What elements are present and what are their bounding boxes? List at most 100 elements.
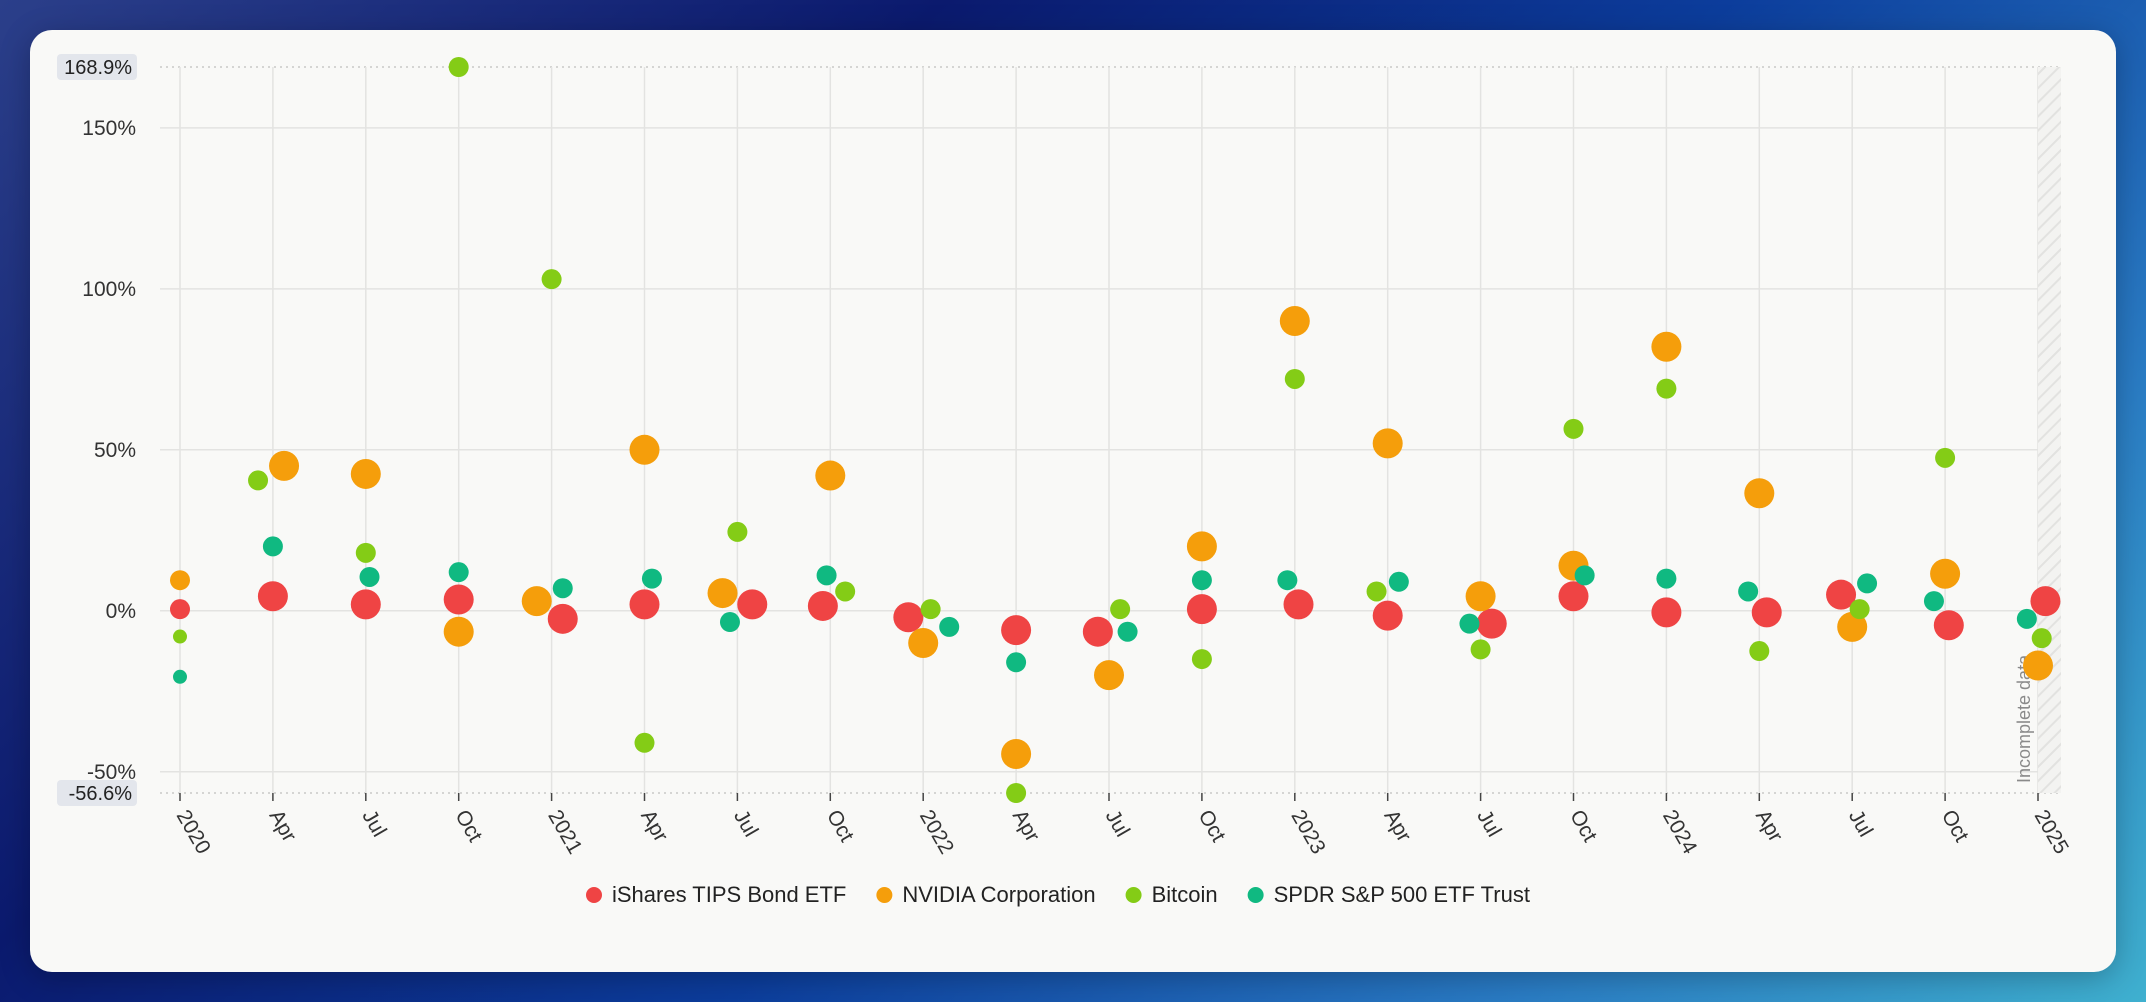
data-point <box>1372 600 1403 631</box>
data-point <box>1283 589 1314 620</box>
data-point <box>920 599 941 620</box>
data-point <box>1651 597 1682 628</box>
data-point <box>939 616 960 637</box>
data-point <box>1651 331 1682 362</box>
data-point <box>547 603 578 634</box>
data-point <box>1284 368 1305 389</box>
data-point <box>1574 565 1595 586</box>
data-point <box>1006 652 1027 673</box>
data-point <box>1094 660 1124 691</box>
y-tick-label: -50% <box>87 761 136 784</box>
data-point <box>1751 597 1782 628</box>
legend-item: iShares TIPS Bond ETF <box>586 882 846 907</box>
data-point <box>1191 649 1212 670</box>
data-point <box>350 458 381 489</box>
x-tick-label: Apr <box>636 806 672 846</box>
data-point <box>355 542 376 563</box>
data-point <box>816 565 837 586</box>
x-tick-label: Apr <box>1751 806 1787 846</box>
data-point <box>641 568 662 589</box>
chart-card: Incomplete data 2020 Apr Jul Oct 2021 Apr Jul O… <box>30 30 2116 972</box>
y-tick-label: 100% <box>82 278 136 301</box>
x-tick-label: Oct <box>1565 806 1601 846</box>
data-point <box>1186 594 1217 625</box>
data-point <box>2030 586 2061 617</box>
legend: iShares TIPS Bond ETF NVIDIA Corporation B… <box>586 882 1530 907</box>
data-point <box>727 521 748 542</box>
incomplete-hatch <box>2038 67 2061 793</box>
x-tick-label: 2024 <box>1658 806 1701 858</box>
legend-item: NVIDIA Corporation <box>876 882 1096 907</box>
data-point <box>835 581 856 602</box>
data-point <box>443 584 474 615</box>
data-point <box>448 562 469 583</box>
y-axis: 150% 100% 50% 0% -50% 168.9% -56.6% <box>57 54 137 806</box>
data-point <box>1277 570 1298 591</box>
y-min-badge-text: -56.6% <box>69 783 133 805</box>
data-point <box>1744 478 1775 509</box>
x-tick-label: Jul <box>1101 806 1134 841</box>
data-point <box>707 578 738 609</box>
y-tick-label: 50% <box>94 439 136 462</box>
x-tick-label: Apr <box>1379 806 1415 846</box>
data-point <box>173 629 187 644</box>
data-point <box>170 570 190 591</box>
data-point <box>1470 639 1491 660</box>
x-tick-label: Oct <box>1194 806 1230 846</box>
y-tick-label: 0% <box>106 600 136 623</box>
data-point <box>1372 428 1403 459</box>
x-tick-label: Oct <box>822 806 858 846</box>
data-point <box>1366 581 1387 602</box>
data-point <box>1465 581 1496 612</box>
legend-swatch <box>586 887 602 903</box>
data-point <box>1082 616 1113 647</box>
y-min-badge-bg <box>57 780 137 806</box>
x-tick-label: Apr <box>1008 806 1044 846</box>
series-1 <box>170 306 2053 770</box>
legend-swatch <box>876 887 893 903</box>
data-point <box>815 460 846 491</box>
legend-item: SPDR S&P 500 ETF Trust <box>1247 882 1530 907</box>
data-point <box>1186 531 1217 562</box>
x-tick-label: Oct <box>450 806 486 846</box>
series-0 <box>170 579 2061 647</box>
legend-swatch <box>1125 887 1142 903</box>
legend-label: NVIDIA Corporation <box>902 882 1095 907</box>
data-point <box>1563 418 1584 439</box>
legend-label: Bitcoin <box>1152 882 1218 907</box>
data-point <box>908 627 939 658</box>
x-tick-label: Jul <box>1844 806 1877 841</box>
grid <box>160 66 2061 794</box>
data-point <box>552 578 573 599</box>
data-point <box>2023 650 2053 681</box>
data-point <box>1001 739 1032 770</box>
data-points <box>170 57 2061 803</box>
scatter-chart: Incomplete data 2020 Apr Jul Oct 2021 Apr Jul O… <box>57 54 2073 907</box>
legend-swatch <box>1247 887 1264 903</box>
x-tick-label: 2023 <box>1286 806 1329 858</box>
data-point <box>1857 573 1878 594</box>
data-point <box>1191 570 1212 591</box>
series-3 <box>173 536 2037 684</box>
x-tick-label: 2021 <box>543 806 586 858</box>
data-point <box>1459 613 1480 634</box>
series-2 <box>173 57 2052 803</box>
data-point <box>629 434 660 465</box>
data-point <box>1001 615 1032 646</box>
data-point <box>1558 581 1589 612</box>
data-point <box>1826 579 1857 610</box>
data-point <box>807 590 838 621</box>
data-point <box>719 612 740 633</box>
x-axis: 2020 Apr Jul Oct 2021 Apr Jul Oct 2022 Apr Jul Oct 2… <box>172 793 2073 858</box>
incomplete-data-label: Incomplete data <box>2014 654 2034 783</box>
x-tick-label: Jul <box>357 806 390 841</box>
data-point <box>521 586 552 617</box>
data-point <box>269 450 300 481</box>
data-point <box>173 669 187 684</box>
data-point <box>1006 783 1027 803</box>
x-tick-label: 2020 <box>172 806 215 858</box>
y-min-badge: -56.6% <box>57 780 137 806</box>
legend-label: SPDR S&P 500 ETF Trust <box>1274 882 1530 907</box>
x-tick-label: Apr <box>265 806 301 846</box>
data-point <box>737 589 768 620</box>
